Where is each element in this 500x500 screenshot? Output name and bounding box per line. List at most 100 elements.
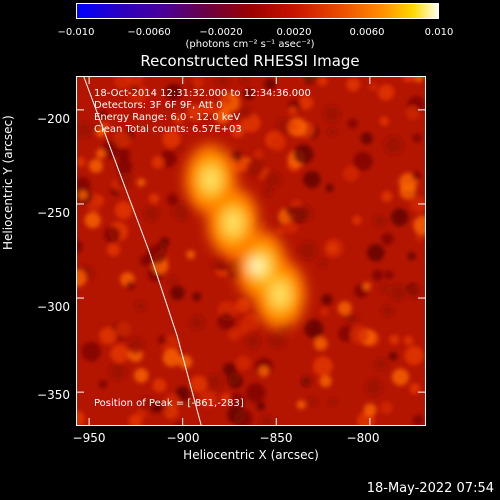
heatmap-texture-blob xyxy=(389,334,400,345)
plot-frame xyxy=(76,76,426,426)
heatmap-texture-blob xyxy=(151,156,165,169)
heatmap-texture-blob xyxy=(173,114,184,124)
heatmap-texture-blob xyxy=(107,243,120,257)
heatmap-texture-blob xyxy=(363,403,377,417)
heatmap-texture-blob xyxy=(304,319,324,339)
info-energy-range: Energy Range: 6.0 - 12.0 keV xyxy=(94,112,241,123)
heatmap-texture-blob xyxy=(81,341,101,362)
heatmap-texture-blob xyxy=(114,201,133,219)
x-tick-label: −950 xyxy=(72,431,106,445)
heatmap-texture-blob xyxy=(231,151,243,162)
heatmap-texture-blob xyxy=(175,421,184,426)
heatmap-texture-blob xyxy=(138,396,154,412)
heatmap-texture-blob xyxy=(143,205,160,222)
heatmap-texture-blob xyxy=(347,118,358,129)
heatmap-texture-blob xyxy=(134,368,149,383)
y-tick-label: −200 xyxy=(37,112,70,126)
heatmap-texture-blob xyxy=(117,172,133,188)
heatmap-texture-blob xyxy=(170,285,185,301)
x-axis-label: Heliocentric X (arcsec) xyxy=(183,448,319,462)
heatmap-texture-blob xyxy=(325,183,334,193)
heatmap-texture-blob xyxy=(268,329,287,349)
heatmap-texture-blob xyxy=(226,371,241,385)
heatmap-texture-blob xyxy=(235,355,251,371)
heatmap-texture-blob xyxy=(413,215,426,236)
heatmap-texture-blob xyxy=(228,392,245,409)
heatmap-texture-blob xyxy=(360,132,373,145)
heatmap-texture-blob xyxy=(293,144,314,165)
heatmap-texture-blob xyxy=(288,205,307,224)
heatmap-texture-blob xyxy=(157,335,167,345)
info-time-range: 18-Oct-2014 12:31:32.000 to 12:34:36.000 xyxy=(94,88,311,99)
heatmap-texture-blob xyxy=(320,307,330,317)
heatmap-texture-blob xyxy=(388,351,398,361)
heatmap-texture-blob xyxy=(299,95,314,110)
heatmap-texture-blob xyxy=(130,84,140,94)
heatmap-texture-blob xyxy=(256,401,266,411)
heatmap-texture-blob xyxy=(211,258,224,271)
heatmap-texture-blob xyxy=(202,100,217,115)
heatmap-texture-blob xyxy=(116,158,133,175)
heatmap-texture-blob xyxy=(324,238,344,258)
heatmap-texture-blob xyxy=(109,363,127,381)
peak-position-label: Position of Peak = [-861,-283] xyxy=(94,398,244,409)
x-tick-label: −800 xyxy=(346,431,380,445)
heatmap-texture-blob xyxy=(76,239,83,254)
heatmap-texture-blob xyxy=(378,84,395,101)
heatmap-texture-blob xyxy=(379,283,390,294)
heatmap-texture-blob xyxy=(199,390,217,408)
y-tick-label: −300 xyxy=(37,300,70,314)
heatmap-texture-blob xyxy=(390,208,409,227)
peak-marker xyxy=(248,259,263,274)
colorbar xyxy=(76,3,439,19)
colorbar-tick-label: 0.0020 xyxy=(276,27,312,38)
heatmap-texture-blob xyxy=(166,193,179,206)
heatmap-texture-blob xyxy=(411,171,421,181)
heatmap-texture-blob xyxy=(217,312,235,330)
heatmap-texture-blob xyxy=(327,127,338,137)
source-emission xyxy=(201,167,220,192)
heatmap-texture-blob xyxy=(192,292,202,302)
heatmap-texture-blob xyxy=(276,225,286,235)
heatmap-texture-blob xyxy=(409,383,421,395)
heatmap-texture-blob xyxy=(253,149,264,159)
heatmap-texture-blob xyxy=(380,401,393,415)
heatmap-texture-blob xyxy=(99,327,117,345)
heatmap-texture-blob xyxy=(264,78,276,91)
x-tick-label: −900 xyxy=(166,431,200,445)
heatmap-texture-blob xyxy=(246,158,265,178)
heatmap-texture-blob xyxy=(192,76,204,88)
heatmap-texture-blob xyxy=(233,409,253,426)
heatmap-texture-blob xyxy=(307,396,318,407)
heatmap-texture-blob xyxy=(178,355,193,369)
heatmap-texture-blob xyxy=(314,336,328,351)
heatmap-texture-blob xyxy=(235,298,250,313)
heatmap-texture-blob xyxy=(162,349,181,367)
heatmap-texture-blob xyxy=(321,294,333,306)
heatmap-texture-blob xyxy=(406,105,420,120)
solar-limb-curve xyxy=(83,76,202,426)
heatmap-texture-blob xyxy=(245,382,266,403)
heatmap-texture-blob xyxy=(238,105,253,120)
heatmap-texture-blob xyxy=(190,375,207,393)
heatmap-texture-blob xyxy=(296,400,306,410)
heatmap-texture-blob xyxy=(236,324,249,336)
heatmap-texture-blob xyxy=(337,301,352,316)
heatmap-texture-blob xyxy=(318,259,328,269)
heatmap-plot-area: 18-Oct-2014 12:31:32.000 to 12:34:36.000… xyxy=(76,76,426,426)
heatmap-texture-blob xyxy=(391,368,409,386)
heatmap-texture-blob xyxy=(375,357,388,371)
heatmap-texture-blob xyxy=(114,76,132,89)
heatmap-texture-blob xyxy=(215,108,231,124)
heatmap-texture-blob xyxy=(84,212,101,229)
heatmap-texture-blob xyxy=(404,336,414,346)
colorbar-tick-label: −0.010 xyxy=(57,27,95,38)
y-axis-label: Heliocentric Y (arcsec) xyxy=(1,115,15,250)
heatmap-texture-blob xyxy=(367,244,385,262)
heatmap-texture-blob xyxy=(303,170,321,189)
heatmap-texture-blob xyxy=(206,373,224,391)
heatmap-texture-blob xyxy=(402,76,415,83)
heatmap-texture-blob xyxy=(189,314,205,330)
heatmap-texture-blob xyxy=(364,378,383,396)
heatmap-texture-blob xyxy=(175,386,191,402)
